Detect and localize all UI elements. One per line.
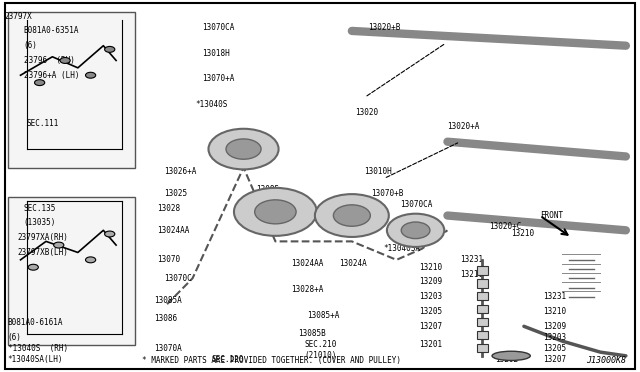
Circle shape [333,205,371,226]
Text: (13035): (13035) [24,218,56,227]
Text: 13085A: 13085A [154,296,182,305]
Text: 13231: 13231 [543,292,566,301]
Text: 23797XA(RH): 23797XA(RH) [17,233,68,242]
Text: 13201: 13201 [419,340,442,349]
Text: B081A0-6161A: B081A0-6161A [8,318,63,327]
Text: 13020: 13020 [355,108,378,117]
Circle shape [387,214,444,247]
Text: 13210: 13210 [419,263,442,272]
Bar [477,344,488,352]
Text: 13210: 13210 [543,307,566,316]
Circle shape [255,200,296,224]
Text: 13010H: 13010H [365,167,392,176]
Text: SEC.111: SEC.111 [27,119,60,128]
Text: *13040S: *13040S [196,100,228,109]
Bar [477,331,488,339]
Circle shape [234,188,317,236]
Text: 13085+A: 13085+A [307,311,340,320]
Text: 13070+A: 13070+A [202,74,234,83]
Text: 13086: 13086 [154,314,177,323]
Text: 13018H: 13018H [202,49,230,58]
Text: 13207: 13207 [419,322,442,331]
Text: (6): (6) [24,41,38,50]
Text: B081A0-6351A: B081A0-6351A [24,26,79,35]
Text: 13028+A: 13028+A [291,285,324,294]
Text: 23797X: 23797X [4,12,33,21]
Text: 13203: 13203 [419,292,442,301]
Circle shape [86,72,96,78]
Text: 13202: 13202 [495,355,518,364]
Text: SEC.135: SEC.135 [24,203,56,213]
Text: 13205: 13205 [419,307,442,316]
Circle shape [86,257,96,263]
Text: (21010): (21010) [304,351,337,360]
Text: (6): (6) [8,333,22,342]
Text: *13040SA: *13040SA [384,244,420,253]
Circle shape [104,46,115,52]
Circle shape [54,242,64,248]
Text: FRONT: FRONT [540,211,563,220]
Text: SEC.120: SEC.120 [212,355,244,364]
Text: 13070CA: 13070CA [202,23,234,32]
Circle shape [60,58,70,63]
Text: 13231: 13231 [460,255,483,264]
Text: 23796+A (LH): 23796+A (LH) [24,71,79,80]
Text: 13209: 13209 [419,278,442,286]
Text: 13020+B: 13020+B [368,23,400,32]
Text: 23796  (RH): 23796 (RH) [24,56,75,65]
Text: 13070: 13070 [157,255,180,264]
Text: * MARKED PARTS ARE PROVIDED TOGETHER. (COVER AND PULLEY): * MARKED PARTS ARE PROVIDED TOGETHER. (C… [141,356,401,365]
Text: 13210: 13210 [511,230,534,238]
Text: 13025: 13025 [164,189,187,198]
Text: 13020+C: 13020+C [489,222,521,231]
Text: 13070C: 13070C [164,274,191,283]
Text: 13025: 13025 [259,215,283,224]
Text: 13026+A: 13026+A [164,167,196,176]
Bar [8,197,135,345]
Circle shape [28,264,38,270]
Text: 13070+B: 13070+B [371,189,403,198]
Text: 13205: 13205 [543,344,566,353]
Bar [477,266,488,275]
Circle shape [35,80,45,86]
Text: 13085B: 13085B [298,329,326,338]
Text: 13209: 13209 [543,322,566,331]
Text: *13040SA(LH): *13040SA(LH) [8,355,63,364]
Text: J13000K8: J13000K8 [586,356,626,365]
Bar [477,279,488,288]
Text: 13203: 13203 [543,333,566,342]
Bar [477,305,488,313]
Text: 23797XB(LH): 23797XB(LH) [17,248,68,257]
Text: SEC.210: SEC.210 [304,340,337,349]
Text: 13070CA: 13070CA [399,200,432,209]
Text: 13020+A: 13020+A [447,122,480,131]
Text: 13028: 13028 [157,203,180,213]
Text: 13070A: 13070A [154,344,182,353]
Circle shape [401,222,430,238]
Circle shape [226,139,261,159]
Circle shape [104,231,115,237]
Bar [477,292,488,301]
Text: 13024AA: 13024AA [157,226,190,235]
Text: 13207: 13207 [543,355,566,364]
Text: 13024AA: 13024AA [291,259,324,268]
Circle shape [315,194,389,237]
Bar [477,318,488,326]
Text: 13024A: 13024A [339,259,367,268]
Circle shape [209,129,278,169]
Ellipse shape [492,351,531,360]
Text: *13040S  (RH): *13040S (RH) [8,344,68,353]
Bar [8,13,135,167]
Text: 13210: 13210 [460,270,483,279]
Text: 13024A: 13024A [221,134,249,142]
Text: 13085: 13085 [256,185,280,194]
